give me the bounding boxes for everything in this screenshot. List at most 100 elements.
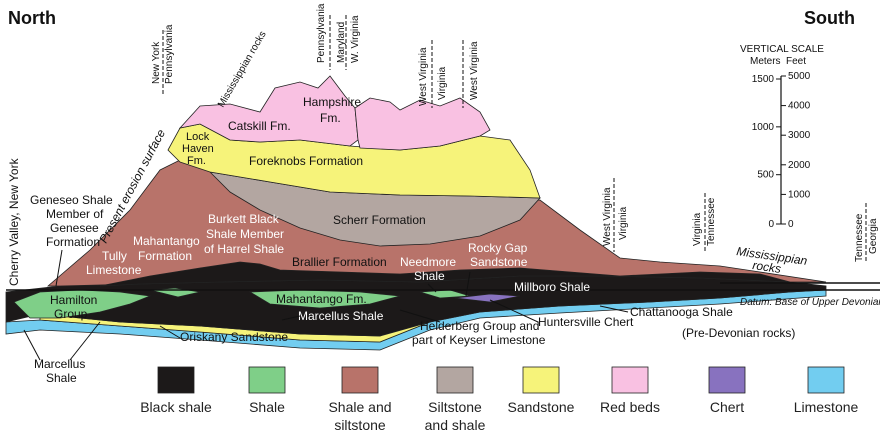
- marcellus-shale-left-label-2: Shale: [46, 371, 77, 385]
- location-virginia-2: Virginia: [618, 206, 629, 240]
- black-shale-upper: [99, 261, 791, 287]
- needmore-shale-label-2: Shale: [414, 269, 445, 283]
- red-beds-hampshire: [354, 97, 491, 151]
- scale-label-feet: 0: [788, 219, 794, 230]
- scale-label-feet: 3000: [788, 130, 811, 141]
- rocky-gap-sandstone-label-2: Sandstone: [470, 255, 528, 269]
- mahantango-formation-label: Mahantango: [133, 234, 200, 248]
- legend-label: Limestone: [794, 399, 859, 415]
- location-w-virginia: W. Virginia: [350, 15, 361, 63]
- scale-label-meters: 500: [757, 170, 774, 181]
- legend-label-line2: siltstone: [334, 417, 386, 433]
- marcellus-shale-label: Marcellus Shale: [298, 309, 384, 323]
- huntersville-chert-lens: [454, 293, 521, 303]
- legend-label: Black shale: [140, 399, 212, 415]
- geneseo-shale-label: Geneseo Shale: [30, 193, 113, 207]
- location-west-virginia: West Virginia: [418, 47, 429, 106]
- hampshire-fm-label-2: Fm.: [320, 111, 341, 125]
- geneseo-shale-label-4: Formation: [46, 235, 100, 249]
- lock-haven-label-3: Fm.: [187, 155, 206, 167]
- legend-swatch: [436, 366, 474, 394]
- location-maryland: Maryland: [336, 22, 347, 63]
- south-title: South: [804, 8, 855, 28]
- red-beds-catskill: [178, 75, 359, 147]
- formation-labels: Catskill Fm. Hampshire Fm. Lock Haven Fm…: [30, 95, 880, 385]
- legend-swatch: [807, 366, 845, 394]
- legend-swatch: [522, 366, 560, 394]
- tully-limestone-label: Tully: [102, 249, 127, 263]
- legend: Black shale Shale Shale and siltstone Siltst…: [140, 366, 859, 433]
- legend-label: Shale and: [328, 399, 391, 415]
- hamilton-group-label: Hamilton: [50, 293, 97, 307]
- legend-label-line2: and shale: [425, 417, 486, 433]
- scherr-formation-label: Scherr Formation: [333, 213, 426, 227]
- mahantango-formation-label-2: Formation: [138, 249, 192, 263]
- location-virginia-3: Virginia: [692, 212, 703, 246]
- legend-label: Siltstone: [428, 399, 482, 415]
- legend-swatch: [157, 366, 195, 394]
- hamilton-group-shale: [13, 289, 152, 319]
- legend-swatch: [248, 366, 286, 394]
- legend-label: Shale: [249, 399, 285, 415]
- scale-label-feet: 4000: [788, 101, 811, 112]
- scale-label-meters: 1000: [752, 122, 775, 133]
- marcellus-shale-left-label: Marcellus: [34, 357, 85, 371]
- chattanooga-shale-label: Chattanooga Shale: [630, 305, 733, 319]
- legend-swatch: [341, 366, 379, 394]
- hamilton-group-label-2: Group: [54, 307, 88, 321]
- cross-section: [5, 75, 827, 351]
- legend-label: Chert: [710, 399, 744, 415]
- pre-devonian-rocks-label: (Pre-Devonian rocks): [682, 326, 795, 340]
- burkett-shale-label-2: Shale Member: [206, 227, 284, 241]
- foreknobs-formation-label: Foreknobs Formation: [249, 154, 363, 168]
- location-new-york: New York: [151, 41, 162, 84]
- mahantango-fm-label: Mahantango Fm.: [276, 292, 367, 306]
- legend-swatch: [708, 366, 746, 394]
- location-west-virginia-3: West Virginia: [602, 187, 613, 246]
- catskill-fm-label: Catskill Fm.: [228, 119, 291, 133]
- burkett-shale-label: Burkett Black: [208, 212, 280, 226]
- vertical-scale-title: VERTICAL SCALE: [740, 44, 824, 55]
- needmore-shale-label: Needmore: [400, 255, 456, 269]
- geneseo-shale-label-3: Genesee: [50, 221, 99, 235]
- datum-label: Datum: Base of Upper Devonian: [740, 297, 880, 308]
- leader-lines: [23, 249, 629, 361]
- helderberg-group-label-2: part of Keyser Limestone: [412, 333, 546, 347]
- location-west-virginia-2: West Virginia: [469, 41, 480, 100]
- lock-haven-label: Lock: [186, 131, 210, 143]
- north-title: North: [8, 8, 56, 28]
- tully-limestone-label-2: Limestone: [86, 263, 142, 277]
- geneseo-shale-label-2: Member of: [46, 207, 104, 221]
- mississippian-rocks-label-2: rocks: [752, 258, 782, 276]
- scale-label-feet: 2000: [788, 160, 811, 171]
- scale-label-feet: 1000: [788, 189, 811, 200]
- location-cherry-valley: Cherry Valley, New York: [7, 157, 21, 286]
- oriskany-sandstone-label: Oriskany Sandstone: [180, 330, 288, 344]
- rocky-gap-sandstone-label: Rocky Gap: [468, 241, 528, 255]
- hampshire-fm-label: Hampshire: [303, 95, 361, 109]
- legend-swatch: [611, 366, 649, 394]
- vertical-scale: VERTICAL SCALE Meters Feet 1500100050005…: [740, 44, 824, 230]
- location-mississippian-rocks: Mississippian rocks: [216, 29, 269, 109]
- location-georgia: Georgia: [868, 218, 879, 254]
- location-tennessee-2: Tennessee: [854, 213, 865, 262]
- burkett-shale-label-3: of Harrel Shale: [204, 242, 284, 256]
- scale-label-meters: 1500: [752, 74, 775, 85]
- scale-label-feet: 5000: [788, 71, 811, 82]
- millboro-shale-label: Millboro Shale: [514, 280, 590, 294]
- legend-label: Red beds: [600, 399, 660, 415]
- location-pennsylvania: Pennsylvania: [164, 24, 175, 84]
- location-tennessee: Tennessee: [706, 197, 717, 246]
- location-virginia: Virginia: [437, 66, 448, 100]
- state-boundaries: New York Pennsylvania Mississippian rock…: [151, 3, 879, 262]
- helderberg-group-label: Helderberg Group and: [420, 319, 539, 333]
- huntersville-chert-label: Huntersville Chert: [538, 315, 634, 329]
- location-pennsylvania-2: Pennsylvania: [316, 3, 327, 63]
- brallier-formation-label: Brallier Formation: [292, 255, 387, 269]
- lock-haven-label-2: Haven: [182, 143, 214, 155]
- vertical-scale-feet-label: Feet: [786, 56, 806, 67]
- legend-label: Sandstone: [508, 399, 575, 415]
- vertical-scale-meters-label: Meters: [750, 56, 781, 67]
